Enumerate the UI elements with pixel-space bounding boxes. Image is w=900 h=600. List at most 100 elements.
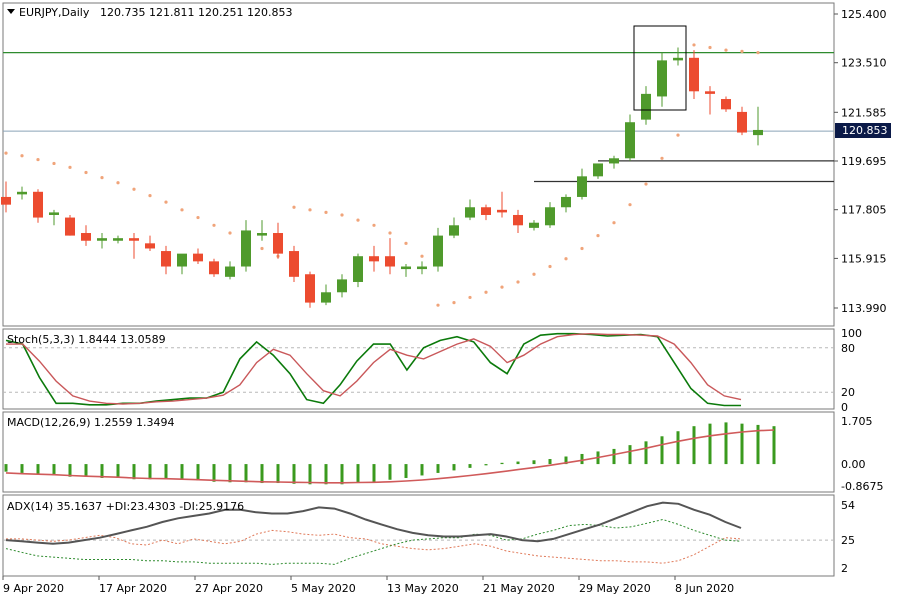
candle <box>513 209 523 234</box>
symbol-label: EURJPY,Daily <box>19 6 90 19</box>
candle-body <box>561 196 571 208</box>
macd-histogram-bar <box>372 464 376 482</box>
candle <box>609 155 619 169</box>
candle-body <box>321 292 331 303</box>
macd-histogram-bar <box>180 464 184 480</box>
macd-histogram-bar <box>628 445 632 465</box>
macd-histogram-bar <box>548 459 552 465</box>
candle <box>17 186 27 200</box>
candle <box>33 189 43 223</box>
candle-body <box>529 222 539 228</box>
macd-histogram-bar <box>516 461 520 465</box>
triangle-down-icon <box>7 9 15 14</box>
candle <box>241 220 251 272</box>
macd-histogram-bar <box>324 464 328 485</box>
candle <box>369 245 379 272</box>
macd-histogram-bar <box>308 464 312 485</box>
macd-histogram-bar <box>244 464 248 483</box>
macd-histogram-bar <box>436 464 440 473</box>
x-tick-label: 17 Apr 2020 <box>99 582 167 595</box>
macd-histogram-bar <box>724 422 728 465</box>
candle-body <box>721 99 731 110</box>
candle <box>81 225 91 246</box>
sar-point <box>548 264 552 269</box>
macd-histogram-bar <box>452 464 456 471</box>
macd-histogram-bar <box>420 464 424 476</box>
adx-main-line <box>5 501 742 545</box>
candle-body <box>49 212 59 215</box>
macd-histogram-bar <box>340 464 344 485</box>
sar-point <box>372 223 376 227</box>
candle <box>225 261 235 280</box>
ohlc-label: 120.735 121.811 120.251 120.853 <box>100 6 292 19</box>
macd-histogram-bar <box>276 464 280 484</box>
x-tick-label: 8 Jun 2020 <box>675 582 734 595</box>
candle-body <box>513 214 523 226</box>
candle-body <box>161 251 171 267</box>
candle-body <box>689 57 699 92</box>
macd-histogram-bar <box>404 464 408 478</box>
candle <box>641 86 651 125</box>
candle <box>1 181 11 213</box>
candle-body <box>593 163 603 177</box>
candle <box>705 86 715 115</box>
macd-histogram-bar <box>196 464 200 481</box>
candle-body <box>577 176 587 197</box>
adx-minus-di-line <box>6 529 742 564</box>
x-tick-label: 29 May 2020 <box>579 582 651 595</box>
candle-body <box>97 238 107 241</box>
candle-body <box>193 253 203 262</box>
current-price-label: 120.853 <box>842 124 888 137</box>
macd-histogram-bar <box>500 462 504 465</box>
candle <box>321 284 331 306</box>
macd-signal-line <box>5 429 775 484</box>
sar-point <box>260 246 264 251</box>
candle-body <box>609 158 619 164</box>
price-tick-label: 115.915 <box>841 252 887 265</box>
candle-body <box>417 266 427 270</box>
price-tick-label: 123.510 <box>841 57 887 70</box>
sar-point <box>644 182 648 186</box>
macd-histogram-bar <box>132 464 136 480</box>
candle-body <box>257 233 267 236</box>
sar-point <box>148 194 152 198</box>
sar-point <box>468 295 472 300</box>
candle <box>385 238 395 275</box>
candle <box>97 233 107 249</box>
adx-label: ADX(14) 35.1637 +DI:23.4303 -DI:25.9176 <box>7 500 244 513</box>
candle-body <box>113 238 123 241</box>
candle <box>673 47 683 66</box>
highlight-box <box>633 25 687 111</box>
price-tick-label: 113.990 <box>841 302 887 315</box>
candle-body <box>369 256 379 262</box>
candle <box>417 261 427 275</box>
current-price-tag: 120.853 <box>835 123 891 138</box>
price-tick-label: 121.585 <box>841 106 887 119</box>
macd-histogram-bar <box>84 464 88 477</box>
macd-histogram-bar <box>148 464 152 480</box>
candle-body <box>305 274 315 303</box>
macd-histogram-bar <box>52 464 56 476</box>
sar-point <box>436 303 440 307</box>
candle-body <box>385 256 395 267</box>
candle <box>193 248 203 264</box>
x-tick-label: 27 Apr 2020 <box>195 582 263 595</box>
candle <box>65 214 75 236</box>
macd-histogram-bar <box>660 436 664 465</box>
price-tick-label: 117.805 <box>841 204 887 217</box>
candle-body <box>289 251 299 277</box>
sar-point <box>340 213 344 217</box>
sar-point <box>612 221 616 225</box>
sar-point <box>84 170 88 175</box>
candle-body <box>337 279 347 293</box>
x-tick-label: 21 May 2020 <box>483 582 555 595</box>
sar-point <box>292 205 296 209</box>
macd-tick-label: 0.00 <box>841 458 866 471</box>
candle <box>353 253 363 288</box>
sar-point <box>324 210 328 215</box>
sar-point <box>4 151 8 155</box>
candle <box>657 52 667 107</box>
sar-point <box>212 223 216 227</box>
candle <box>753 106 763 146</box>
macd-histogram-bar <box>36 464 40 475</box>
